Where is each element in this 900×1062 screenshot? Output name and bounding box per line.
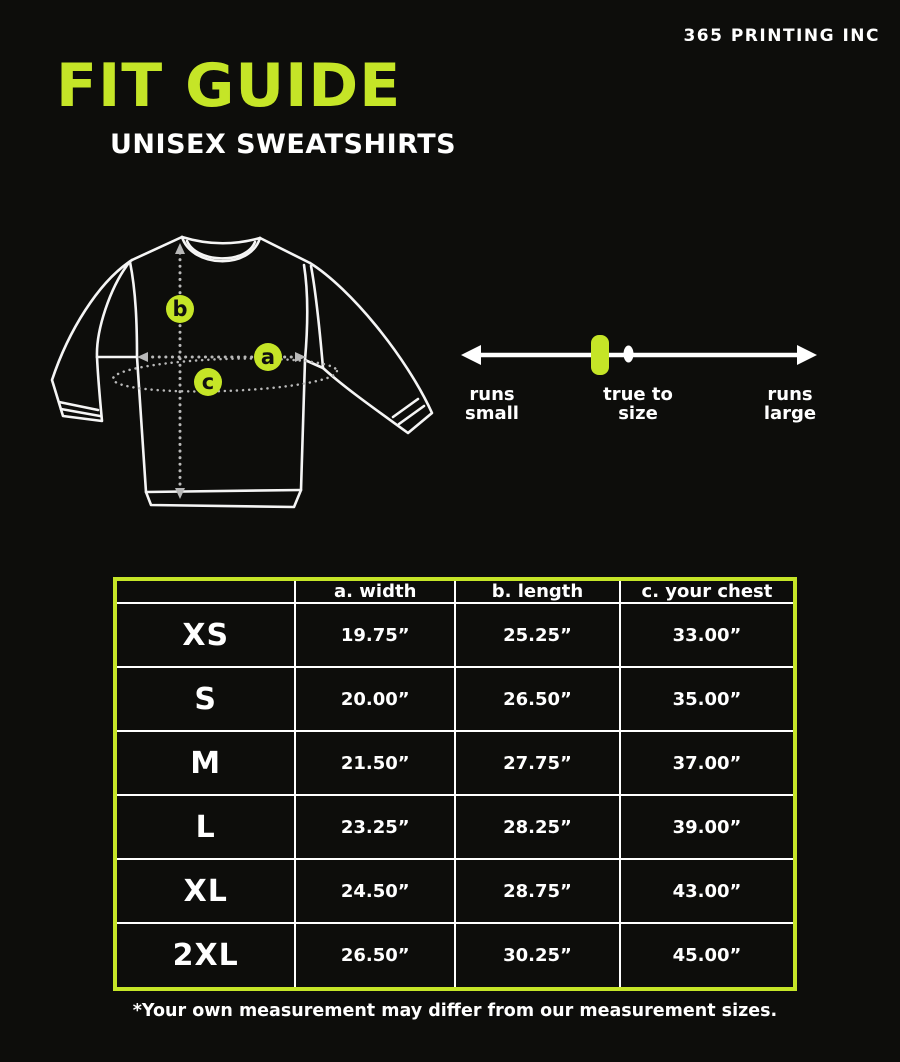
marker-b-label: b [172, 297, 187, 321]
left-sleeve-outline [50, 258, 134, 423]
marker-a-label: a [261, 345, 275, 369]
cell-chest: 33.00” [618, 602, 793, 668]
chest-measure-ellipse [111, 357, 339, 393]
cell-length: 30.25” [453, 922, 621, 987]
cell-length: 28.25” [453, 794, 621, 860]
left-cuff-line-1 [57, 400, 100, 412]
cell-length: 27.75” [453, 730, 621, 796]
table-row-l: L 23.25” 28.25” 39.00” [117, 794, 793, 860]
measure-marker-a: a [254, 343, 282, 371]
table-row-xs: XS 19.75” 25.25” 33.00” [117, 602, 793, 668]
marker-a-circle [254, 343, 282, 371]
fit-scale-arrow-left [461, 345, 481, 365]
cell-width: 26.50” [294, 922, 456, 987]
footnote: *Your own measurement may differ from ou… [132, 1001, 778, 1021]
right-cuff-line-2 [397, 404, 426, 426]
scale-label-runs-small: runs small [465, 384, 519, 424]
cell-chest: 43.00” [618, 858, 793, 924]
right-underarm-line [303, 358, 325, 370]
right-shoulder-seam [258, 236, 312, 265]
cell-size: S [117, 666, 297, 732]
right-cuff-line-1 [391, 397, 420, 419]
scale-label-true-to-size: true to size [603, 384, 673, 424]
marker-b-circle [166, 295, 194, 323]
header-width: a. width [294, 581, 456, 604]
cell-chest: 35.00” [618, 666, 793, 732]
fit-scale-center-dot [623, 345, 634, 363]
collar-outer-edge [180, 235, 262, 263]
cell-width: 19.75” [294, 602, 456, 668]
width-arrow-right [295, 352, 306, 362]
table-row-2xl: 2XL 26.50” 30.25” 45.00” [117, 922, 793, 987]
cell-width: 20.00” [294, 666, 456, 732]
marker-c-circle [194, 368, 222, 396]
right-sleeve-outline [308, 261, 434, 435]
cell-size: 2XL [117, 922, 297, 987]
collar-back-edge [180, 235, 262, 245]
cell-length: 26.50” [453, 666, 621, 732]
size-table-header-row: a. width b. length c. your chest [117, 581, 793, 604]
cell-size: XL [117, 858, 297, 924]
brand-name: 365 PRINTING INC [683, 26, 880, 46]
cell-width: 24.50” [294, 858, 456, 924]
table-row-s: S 20.00” 26.50” 35.00” [117, 666, 793, 732]
left-cuff-line-2 [59, 407, 102, 418]
cell-length: 25.25” [453, 602, 621, 668]
cell-chest: 39.00” [618, 794, 793, 860]
table-row-m: M 21.50” 27.75” 37.00” [117, 730, 793, 796]
marker-c-label: c [202, 370, 214, 394]
cell-chest: 45.00” [618, 922, 793, 987]
sweatshirt-diagram: a b c [50, 235, 434, 509]
hem-band-line [144, 488, 303, 494]
cell-chest: 37.00” [618, 730, 793, 796]
cell-width: 21.50” [294, 730, 456, 796]
collar-inner-edge [185, 239, 257, 260]
cell-size: L [117, 794, 297, 860]
body-outline [128, 260, 309, 509]
fit-scale: runs small true to size runs large [450, 330, 830, 450]
subtitle: UNISEX SWEATSHIRTS [110, 129, 457, 160]
size-table: a. width b. length c. your chest XS 19.7… [113, 577, 797, 991]
cell-size: XS [117, 602, 297, 668]
page-title: FIT GUIDE [56, 51, 402, 121]
measure-marker-c: c [194, 368, 222, 396]
cell-width: 23.25” [294, 794, 456, 860]
header-length: b. length [453, 581, 621, 604]
width-arrow-left [137, 352, 148, 362]
header-size [117, 581, 297, 604]
measure-marker-b: b [166, 295, 194, 323]
length-arrow-bottom [175, 488, 185, 499]
table-row-xl: XL 24.50” 28.75” 43.00” [117, 858, 793, 924]
fit-indicator [591, 335, 609, 375]
fit-scale-arrow [461, 335, 817, 375]
left-shoulder-seam [130, 235, 184, 262]
scale-label-runs-large: runs large [763, 384, 817, 424]
fit-scale-arrow-right [797, 345, 817, 365]
cell-size: M [117, 730, 297, 796]
cell-length: 28.75” [453, 858, 621, 924]
length-arrow-top [175, 243, 185, 254]
header-chest: c. your chest [618, 581, 793, 604]
